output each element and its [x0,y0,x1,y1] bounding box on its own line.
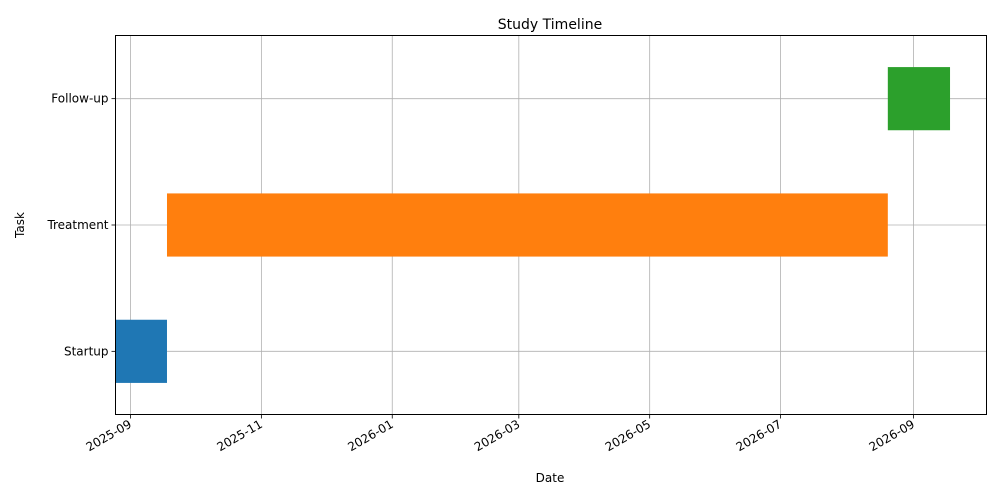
y-tick-label: Treatment [46,218,108,232]
y-tick-label: Follow-up [51,92,108,106]
bar-treatment [166,193,888,257]
bar-startup [115,319,167,383]
y-tick-label: Startup [64,344,109,358]
bar-follow-up [887,67,951,131]
chart-title: Study Timeline [498,17,602,33]
bars-layer [115,67,951,383]
x-axis-label: Date [536,471,565,485]
y-axis-label: Task [13,212,27,239]
